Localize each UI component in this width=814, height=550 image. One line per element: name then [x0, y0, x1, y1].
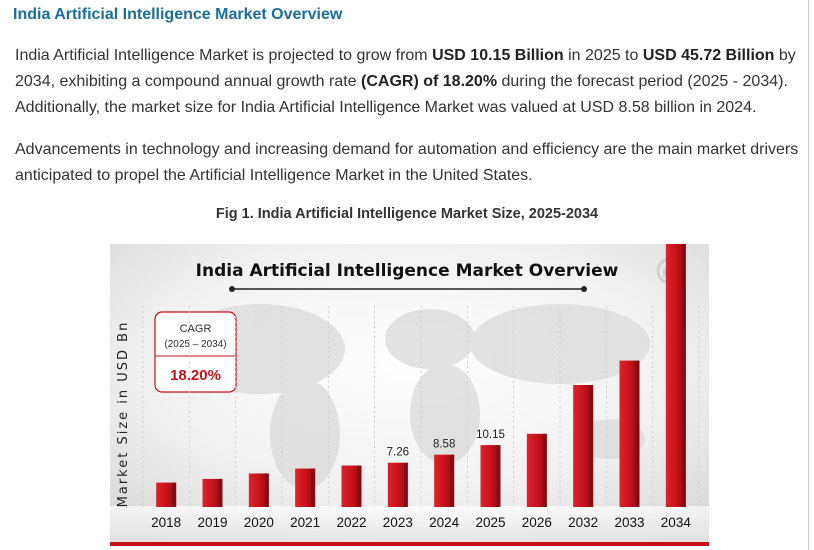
- bar-2018: [156, 482, 177, 507]
- bar-2022: [341, 465, 362, 507]
- bar-2019: [202, 478, 223, 507]
- bar-2026: [526, 433, 547, 507]
- x-tick-2023: 2023: [383, 515, 413, 530]
- x-tick-2019: 2019: [197, 515, 227, 530]
- x-tick-2021: 2021: [290, 515, 320, 530]
- x-tick-2025: 2025: [475, 515, 505, 530]
- x-tick-2024: 2024: [429, 515, 460, 530]
- x-tick-2034: 2034: [661, 515, 692, 530]
- bar-2025: [480, 445, 501, 507]
- bar-shade-2019: [218, 478, 223, 507]
- x-tick-2022: 2022: [336, 515, 366, 530]
- market-drivers-paragraph: Advancements in technology and increasin…: [15, 141, 799, 184]
- bar-2034: [665, 244, 686, 507]
- summary-text-3: by 2034, exhibiting a compound annual gr…: [15, 47, 796, 90]
- x-tick-2018: 2018: [151, 515, 181, 530]
- figure-caption: Fig 1. India Artificial Intelligence Mar…: [215, 206, 599, 222]
- summary-text-4: during the forecast period (2025 - 2034)…: [15, 73, 788, 116]
- bar-shade-2025: [496, 445, 501, 507]
- bar-2023: [387, 462, 408, 507]
- market-size-chart: India Artificial Intelligence Market Ove…: [110, 244, 709, 546]
- bar-2020: [248, 473, 269, 507]
- title-underline-dot-left: [229, 286, 235, 292]
- chart-floor: [110, 506, 709, 543]
- content-frame-border: [808, 0, 809, 550]
- x-tick-2026: 2026: [522, 515, 552, 530]
- bar-2021: [295, 468, 316, 507]
- bar-shade-2034: [681, 244, 686, 507]
- x-axis-tick-labels: 2018 2019 2020 2021 2022 2023 2024 2025 2026 2032…: [151, 515, 691, 530]
- data-label-2024: 8.58: [433, 439, 455, 451]
- bar-2033: [619, 360, 640, 507]
- y-axis-label: Market Size in USD Bn: [116, 321, 131, 508]
- summary-text-2: in 2025 to: [563, 47, 643, 64]
- bar-shade-2024: [450, 454, 455, 507]
- bar-shade-2032: [589, 385, 594, 507]
- x-tick-2033: 2033: [614, 515, 644, 530]
- category-separators: [142, 306, 700, 507]
- x-tick-2032: 2032: [568, 515, 598, 530]
- summary-text-1: India Artificial Intelligence Market is …: [15, 47, 433, 64]
- data-label-2023: 7.26: [387, 447, 409, 459]
- bar-shade-2023: [403, 462, 408, 507]
- x-tick-2020: 2020: [244, 515, 274, 530]
- cagr-period: (2025 – 2034): [164, 339, 226, 350]
- chart-svg: India Artificial Intelligence Market Ove…: [110, 244, 709, 546]
- cagr-label: CAGR: [180, 323, 212, 335]
- bar-2024: [434, 454, 455, 507]
- chart-bottom-rule: [110, 542, 709, 546]
- bar-series: [156, 244, 686, 507]
- bar-shade-2018: [172, 482, 177, 507]
- chart-title: India Artificial Intelligence Market Ove…: [196, 261, 619, 281]
- cagr-value: 18.20%: [170, 367, 221, 384]
- summary-cagr: (CAGR) of 18.20%: [361, 73, 498, 90]
- data-label-2025: 10.15: [476, 429, 505, 441]
- bar-shade-2020: [264, 473, 269, 507]
- summary-value-2034: USD 45.72 Billion: [642, 47, 775, 64]
- bar-shade-2033: [635, 360, 640, 507]
- bar-shade-2026: [542, 433, 547, 507]
- bar-shade-2021: [311, 468, 316, 507]
- bar-shade-2022: [357, 465, 362, 507]
- bar-2032: [573, 385, 594, 507]
- market-summary-paragraph: India Artificial Intelligence Market is …: [15, 43, 803, 121]
- summary-value-2025: USD 10.15 Billion: [432, 47, 564, 64]
- title-underline-dot-right: [581, 286, 587, 292]
- cagr-callout: CAGR (2025 – 2034) 18.20%: [154, 311, 237, 393]
- section-heading: India Artificial Intelligence Market Ove…: [13, 6, 343, 23]
